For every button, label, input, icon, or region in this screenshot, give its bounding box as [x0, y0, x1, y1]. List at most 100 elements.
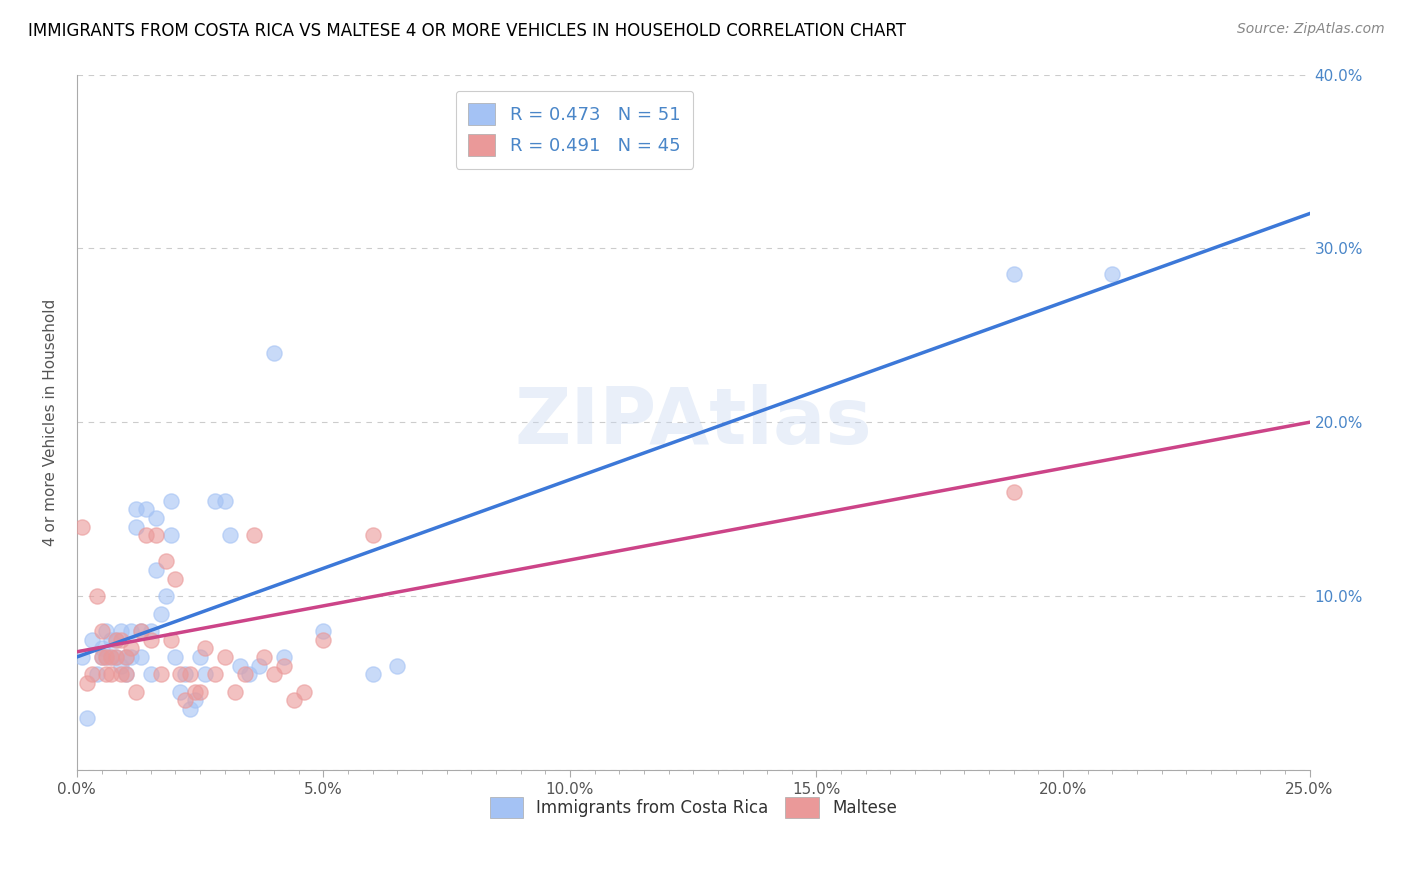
Point [179, 667, 201, 681]
Point [159, 528, 181, 542]
Point [129, 650, 152, 665]
Point [86, 667, 108, 681]
Point [174, 667, 197, 681]
Point [149, 607, 172, 621]
Point [80, 632, 103, 647]
Point [120, 641, 142, 656]
Point [159, 493, 181, 508]
Point [90, 624, 112, 638]
Point [145, 511, 167, 525]
Point [145, 563, 167, 577]
Point [105, 632, 128, 647]
Point [96, 624, 118, 638]
Point [204, 493, 226, 508]
Point [135, 502, 157, 516]
Point [273, 658, 295, 673]
Point [70, 650, 93, 665]
Point [76, 676, 98, 690]
Point [139, 667, 162, 681]
Point [312, 624, 335, 638]
Point [100, 632, 122, 647]
Y-axis label: 4 or more Vehicles in Household: 4 or more Vehicles in Household [44, 299, 58, 546]
Point [139, 632, 162, 647]
Point [184, 693, 207, 707]
Point [80, 667, 103, 681]
Text: Source: ZipAtlas.com: Source: ZipAtlas.com [1237, 22, 1385, 37]
Point [129, 624, 152, 638]
Point [243, 528, 266, 542]
Text: IMMIGRANTS FROM COSTA RICA VS MALTESE 4 OR MORE VEHICLES IN HOUSEHOLD CORRELATIO: IMMIGRANTS FROM COSTA RICA VS MALTESE 4 … [28, 22, 905, 40]
Point [90, 641, 112, 656]
Point [204, 667, 226, 681]
Point [105, 650, 128, 665]
Point [70, 519, 93, 533]
Point [155, 554, 177, 568]
Point [96, 667, 118, 681]
Point [145, 528, 167, 542]
Point [105, 632, 128, 647]
Point [115, 650, 138, 665]
Point [361, 667, 384, 681]
Point [165, 650, 187, 665]
Point [194, 667, 217, 681]
Point [184, 685, 207, 699]
Point [165, 572, 187, 586]
Point [125, 502, 148, 516]
Point [214, 650, 236, 665]
Point [312, 632, 335, 647]
Point [139, 624, 162, 638]
Point [224, 685, 246, 699]
Point [86, 589, 108, 603]
Point [100, 667, 122, 681]
Point [263, 667, 285, 681]
Point [110, 632, 132, 647]
Point [361, 528, 384, 542]
Point [387, 658, 409, 673]
Text: ZIPAtlas: ZIPAtlas [515, 384, 872, 460]
Point [90, 650, 112, 665]
Point [179, 702, 201, 716]
Point [1002, 268, 1025, 282]
Point [159, 632, 181, 647]
Point [188, 685, 211, 699]
Point [110, 667, 132, 681]
Point [238, 667, 260, 681]
Point [169, 685, 191, 699]
Point [263, 345, 285, 359]
Point [233, 667, 256, 681]
Point [1002, 484, 1025, 499]
Point [105, 650, 128, 665]
Point [129, 624, 152, 638]
Point [135, 528, 157, 542]
Point [110, 658, 132, 673]
Point [218, 528, 240, 542]
Point [188, 650, 211, 665]
Point [96, 650, 118, 665]
Point [174, 693, 197, 707]
Point [214, 493, 236, 508]
Point [283, 693, 305, 707]
Point [125, 519, 148, 533]
Point [120, 624, 142, 638]
Point [149, 667, 172, 681]
Point [115, 667, 138, 681]
Point [76, 711, 98, 725]
Point [110, 624, 132, 638]
Point [273, 650, 295, 665]
Point [247, 658, 270, 673]
Point [90, 650, 112, 665]
Point [194, 641, 217, 656]
Point [155, 589, 177, 603]
Point [115, 650, 138, 665]
Point [125, 685, 148, 699]
Point [120, 650, 142, 665]
Point [292, 685, 315, 699]
Point [115, 667, 138, 681]
Point [100, 650, 122, 665]
Point [228, 658, 250, 673]
Point [169, 667, 191, 681]
Point [100, 650, 122, 665]
Point [96, 650, 118, 665]
Point [253, 650, 276, 665]
Point [1101, 268, 1123, 282]
